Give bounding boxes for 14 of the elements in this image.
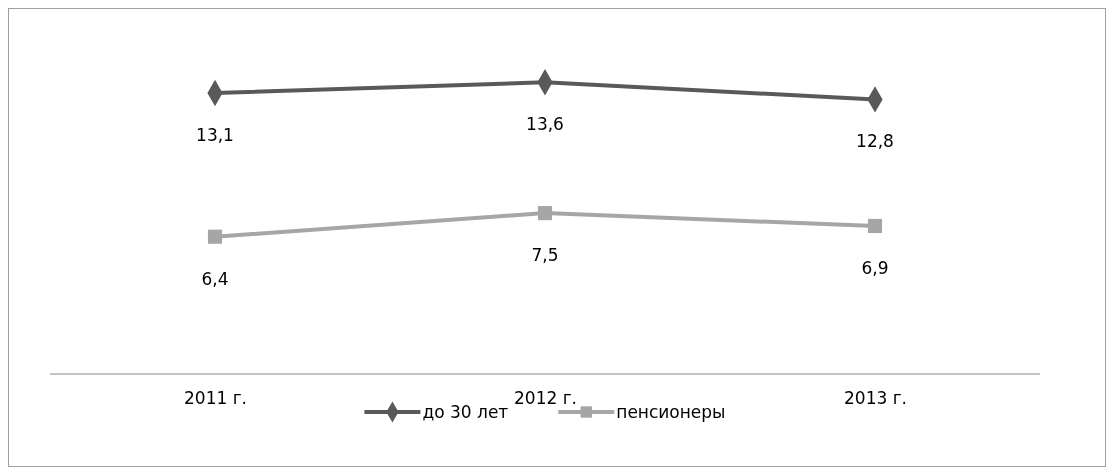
x-tick-label: 2013 г. (843, 388, 908, 409)
data-label: 6,9 (861, 257, 889, 278)
data-label: 13,1 (196, 124, 234, 145)
data-label: 6,4 (201, 268, 229, 289)
point (207, 229, 223, 244)
data-label: 12,8 (856, 131, 894, 152)
point (867, 218, 883, 234)
legend-label: до 30 лет (422, 402, 509, 422)
point (537, 206, 553, 221)
x-tick-label: 2011 г. (183, 388, 248, 409)
data-label: 7,5 (531, 245, 559, 266)
x-tick-label: 2012 г. (513, 388, 578, 409)
legend-label: пенсионеры (616, 402, 726, 422)
data-label: 13,6 (526, 114, 564, 135)
